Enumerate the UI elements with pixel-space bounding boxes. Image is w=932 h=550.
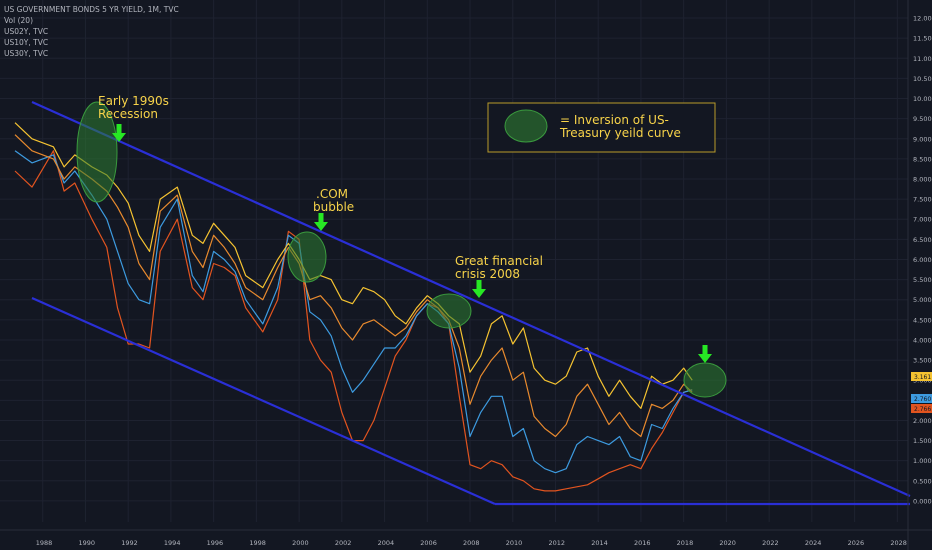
x-tick-label: 2020: [719, 539, 736, 547]
lower-channel-line[interactable]: [31, 296, 496, 506]
down-arrow-icon: [472, 280, 486, 298]
annotation-dotcom-line2: bubble: [313, 200, 354, 214]
x-tick-label: 2012: [548, 539, 565, 547]
inversion-ellipse-2000: [287, 231, 327, 283]
annotations: Early 1990s Recession .COM bubble Great …: [98, 94, 543, 281]
annotation-1990-line1: Early 1990s: [98, 94, 169, 108]
legend-key-box[interactable]: = Inversion of US- Treasury yeild curve: [487, 102, 716, 153]
x-tick-label: 2008: [463, 539, 480, 547]
x-tick-label: 2018: [677, 539, 694, 547]
key-ellipse-icon: [504, 109, 548, 143]
y-tick-label: 10.000: [913, 95, 932, 103]
x-tick-label: 2028: [890, 539, 907, 547]
key-line-1: = Inversion of US-: [560, 113, 669, 127]
chart-legend: US GOVERNMENT BONDS 5 YR YIELD, 1M, TVC …: [4, 4, 179, 59]
upper-channel-line[interactable]: [31, 100, 911, 498]
y-tick-label: 7.000: [913, 216, 932, 224]
y-tick-label: 4.000: [913, 336, 932, 344]
price-tag-us05y-label: 2.760: [914, 396, 931, 403]
x-tick-label: 2016: [634, 539, 651, 547]
y-tick-label: 9.000: [913, 135, 932, 143]
price-tag-us05y: [911, 394, 932, 403]
y-tick-label: 6.500: [913, 236, 932, 244]
x-tick-label: 1996: [207, 539, 224, 547]
price-tag-us02y: [911, 404, 932, 413]
x-tick-label: 2026: [848, 539, 865, 547]
price-tag-us30y-label: 3.161: [914, 374, 931, 381]
annotation-2008-line2: crisis 2008: [455, 267, 520, 281]
inversion-ellipse-2007: [426, 293, 472, 329]
annotation-1990-line2: Recession: [98, 107, 158, 121]
y-tick-label: 10.500: [913, 75, 932, 83]
down-arrow-icon: [698, 345, 712, 363]
series-line-us10y[interactable]: [14, 134, 693, 438]
inversion-ellipse-2019: [683, 362, 727, 398]
y-tick-label: 0.000: [913, 497, 932, 505]
x-tick-label: 2004: [378, 539, 395, 547]
y-tick-label: 2.000: [913, 417, 932, 425]
x-tick-label: 1988: [36, 539, 53, 547]
annotation-dotcom-line1: .COM: [316, 187, 348, 201]
series-line-us05y[interactable]: [14, 150, 693, 474]
x-tick-label: 1998: [249, 539, 266, 547]
x-tick-label: 2010: [506, 539, 523, 547]
inversion-markers: [76, 101, 727, 398]
down-arrow-icon: [112, 124, 126, 142]
series-group: [14, 122, 693, 492]
x-tick-label: 2024: [805, 539, 822, 547]
x-tick-label: 2006: [420, 539, 437, 547]
y-tick-label: 1.500: [913, 437, 932, 445]
price-tag-us02y-label: 2.766: [914, 406, 931, 413]
x-tick-label: 2002: [335, 539, 352, 547]
x-tick-label: 1994: [164, 539, 181, 547]
x-tick-label: 2014: [591, 539, 608, 547]
y-tick-label: 6.000: [913, 256, 932, 264]
x-tick-label: 2022: [762, 539, 779, 547]
legend-us30y[interactable]: US30Y, TVC: [4, 49, 49, 58]
key-line-2: Treasury yeild curve: [559, 126, 681, 140]
inversion-ellipse-1990: [76, 101, 118, 203]
y-tick-label: 8.500: [913, 155, 932, 163]
x-tick-label: 1990: [78, 539, 95, 547]
y-tick-label: 7.500: [913, 196, 932, 204]
x-tick-label: 1992: [121, 539, 138, 547]
y-tick-label: 11.500: [913, 35, 932, 43]
y-tick-label: 5.000: [913, 296, 932, 304]
legend-us02y[interactable]: US02Y, TVC: [4, 27, 49, 36]
arrows-group: [112, 124, 712, 363]
y-tick-label: 0.500: [913, 477, 932, 485]
annotation-2008-line1: Great financial: [455, 254, 543, 268]
down-arrow-icon: [314, 213, 328, 231]
y-tick-label: 12.000: [913, 15, 932, 23]
price-tag-us30y: [911, 372, 932, 381]
legend-vol[interactable]: Vol (20): [4, 16, 34, 25]
y-tick-label: 9.500: [913, 115, 932, 123]
y-tick-label: 1.000: [913, 457, 932, 465]
gridlines: [0, 0, 908, 522]
y-tick-label: 8.000: [913, 176, 932, 184]
legend-us10y[interactable]: US10Y, TVC: [4, 38, 49, 47]
y-tick-label: 11.000: [913, 55, 932, 63]
legend-title[interactable]: US GOVERNMENT BONDS 5 YR YIELD, 1M, TVC: [4, 5, 179, 14]
series-line-us02y[interactable]: [14, 150, 693, 492]
price-tags: 3.161 2.760 2.766: [911, 372, 932, 413]
y-tick-label: 3.500: [913, 357, 932, 365]
y-tick-label: 5.500: [913, 276, 932, 284]
y-tick-label: 4.500: [913, 316, 932, 324]
x-tick-label: 2000: [292, 539, 309, 547]
trend-channel: [31, 100, 911, 506]
